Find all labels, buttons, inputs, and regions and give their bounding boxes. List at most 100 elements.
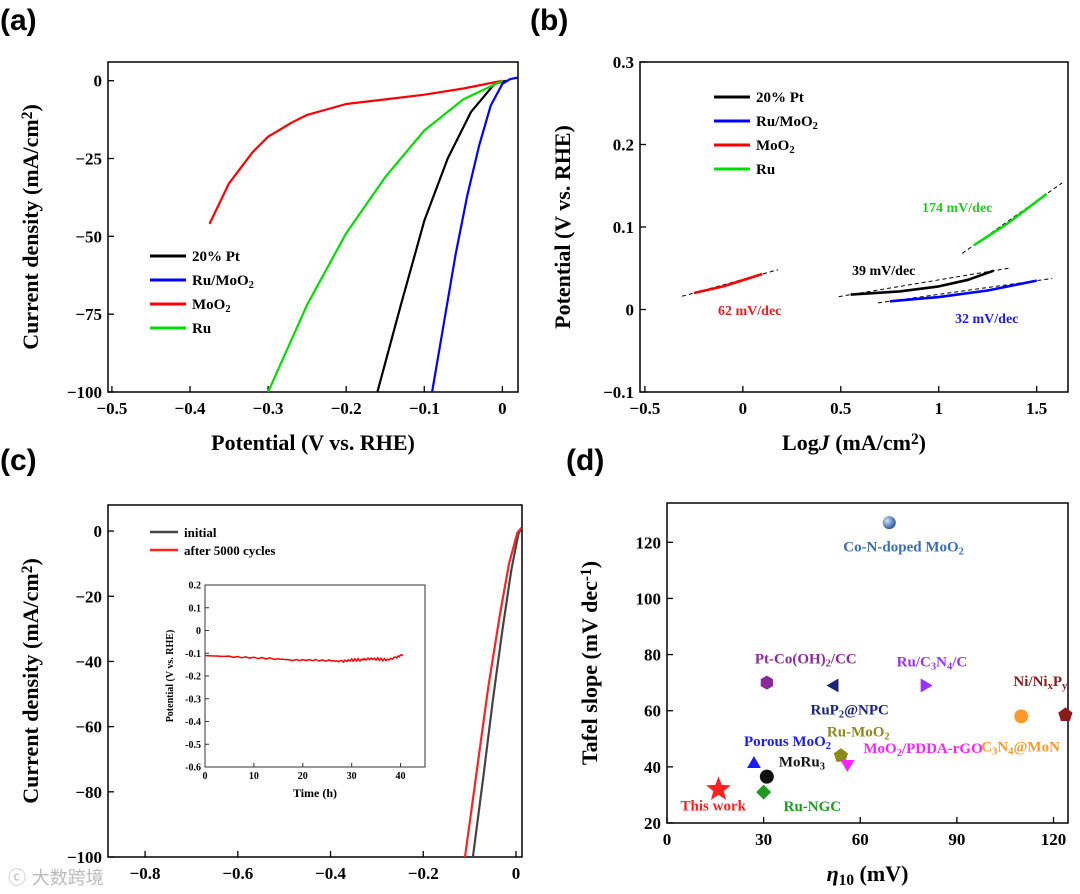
y-tick-label: 0.3 — [613, 53, 634, 72]
data-point — [826, 678, 839, 693]
data-point — [882, 516, 896, 530]
inset-x-tick-label: 20 — [298, 771, 308, 782]
circle-marker — [759, 769, 774, 784]
point-label: Pt-Co(OH)2/CC — [755, 652, 857, 670]
y-tick-label: −60 — [75, 718, 102, 737]
data-point — [840, 760, 855, 773]
point-label: Co-N-doped MoO2 — [843, 540, 964, 558]
y-tick-label: 0 — [94, 522, 103, 541]
x-tick-label: 1 — [934, 399, 943, 418]
legend-label: Ru/MoO2 — [756, 114, 818, 132]
y-tick-label: 0 — [94, 72, 103, 91]
y-tick-label: 40 — [644, 758, 661, 777]
x-tick-label: −0.8 — [130, 864, 161, 883]
inset-y-tick-label: 0.2 — [189, 581, 202, 592]
pentagon-marker — [1058, 707, 1073, 722]
legend-label: after 5000 cycles — [184, 543, 275, 558]
inset-y-tick-label: -0.6 — [185, 763, 201, 774]
inset-x-label: Time (h) — [293, 786, 337, 800]
series-line — [208, 79, 503, 225]
x-tick-label: −0.4 — [175, 399, 206, 418]
series-line — [973, 192, 1048, 247]
legend-label: Ru — [192, 321, 211, 337]
data-point — [759, 769, 774, 784]
inset-y-label: Potential (V vs. RHE) — [165, 630, 176, 723]
x-tick-label: 90 — [948, 830, 965, 849]
inset-frame — [204, 584, 426, 768]
legend-label: MoO2 — [192, 297, 231, 315]
panel-a: (a) −0.5 −0.4 −0.3 −0.2 −0.1 0 0 −25 −50 −75 −100 Po… — [0, 4, 519, 455]
x-tick-label: −0.2 — [408, 864, 439, 883]
data-point — [1058, 707, 1073, 722]
point-label: This work — [681, 798, 747, 814]
y-tick-label: −100 — [67, 383, 102, 402]
y-tick-label: 20 — [644, 814, 661, 833]
pentagon-marker — [833, 748, 849, 762]
series-line — [693, 272, 763, 295]
x-tick-label: 0 — [739, 399, 748, 418]
panel-label: (d) — [566, 444, 604, 477]
y-axis-label: Tafel slope (mV dec-1) — [577, 561, 602, 765]
y-tick-label: 0.1 — [613, 218, 634, 237]
slope-annotation: 32 mV/dec — [955, 312, 1018, 327]
y-tick-label: 120 — [636, 533, 662, 552]
y-tick-label: 100 — [636, 589, 662, 608]
legend-label: MoO2 — [756, 138, 795, 156]
series-line — [463, 527, 522, 857]
data-point — [1014, 709, 1029, 724]
y-tick-label: 60 — [644, 702, 661, 721]
x-tick-label: −0.3 — [253, 399, 284, 418]
data-point — [706, 776, 731, 800]
x-tick-label: 1.5 — [1026, 399, 1047, 418]
legend-label: Ru — [756, 162, 775, 178]
inset-y-tick-label: -0.2 — [185, 672, 201, 683]
triangle-up-marker — [747, 756, 761, 769]
point-label: Ru-NGC — [784, 799, 842, 815]
watermark: ⓒ 大数跨境 — [8, 868, 104, 889]
plot-frame — [107, 504, 523, 858]
inset-y-tick-label: 0 — [196, 626, 201, 637]
hexagon-marker — [760, 675, 773, 690]
triangle-left-marker — [826, 678, 839, 693]
x-tick-label: 0 — [512, 864, 521, 883]
y-axis-label: Current density (mA/cm2) — [18, 104, 43, 350]
y-tick-label: −20 — [75, 587, 102, 606]
x-tick-label: −0.1 — [409, 399, 440, 418]
inset-y-tick-label: -0.4 — [185, 717, 201, 728]
x-axis-label: η10 (mV) — [827, 861, 909, 889]
point-label: C3N4@MoN — [981, 739, 1060, 757]
x-tick-label: 30 — [755, 830, 772, 849]
diamond-marker — [756, 784, 772, 800]
legend-label: Ru/MoO2 — [192, 273, 254, 291]
panel-c: (c) −0.8 −0.6 −0.4 −0.2 0 0 −20 −40 −60 −80 −100 Pot… — [0, 444, 523, 883]
x-tick-label: −0.5 — [96, 399, 127, 418]
series-line — [889, 279, 1037, 303]
point-label: RuP2@NPC — [810, 702, 888, 720]
legend-label: 20% Pt — [756, 90, 804, 106]
series-line — [267, 79, 503, 392]
series-line — [471, 527, 522, 857]
x-axis-label: Potential (V vs. RHE) — [211, 430, 415, 455]
y-tick-label: −40 — [75, 652, 102, 671]
x-tick-label: −0.5 — [629, 399, 660, 418]
inset-series-line — [204, 653, 404, 663]
inset-y-tick-label: -0.5 — [185, 740, 201, 751]
point-label: MoO2/PDDA-rGO — [863, 741, 982, 759]
inset-y-tick-label: 0.1 — [189, 603, 202, 614]
sphere-marker — [882, 516, 896, 530]
panel-label: (b) — [530, 4, 568, 37]
series-line — [850, 269, 995, 296]
triangle-right-marker — [920, 678, 933, 693]
triangle-down-marker — [840, 760, 855, 773]
point-label: Ru-MoO2 — [827, 725, 890, 743]
y-axis-label: Potential (V vs. RHE) — [550, 125, 575, 329]
panel-label: (c) — [0, 444, 37, 477]
y-tick-label: −50 — [75, 227, 102, 246]
y-tick-label: 80 — [644, 646, 661, 665]
point-label: Ru/C3N4/C — [897, 654, 968, 672]
data-point — [833, 748, 849, 762]
inset-y-tick-label: -0.3 — [185, 694, 201, 705]
panel-d: (d) 0 30 60 90 120 20 40 60 80 100 120 η10 (mV) Tafel… — [566, 444, 1073, 889]
y-tick-label: −100 — [67, 848, 102, 867]
